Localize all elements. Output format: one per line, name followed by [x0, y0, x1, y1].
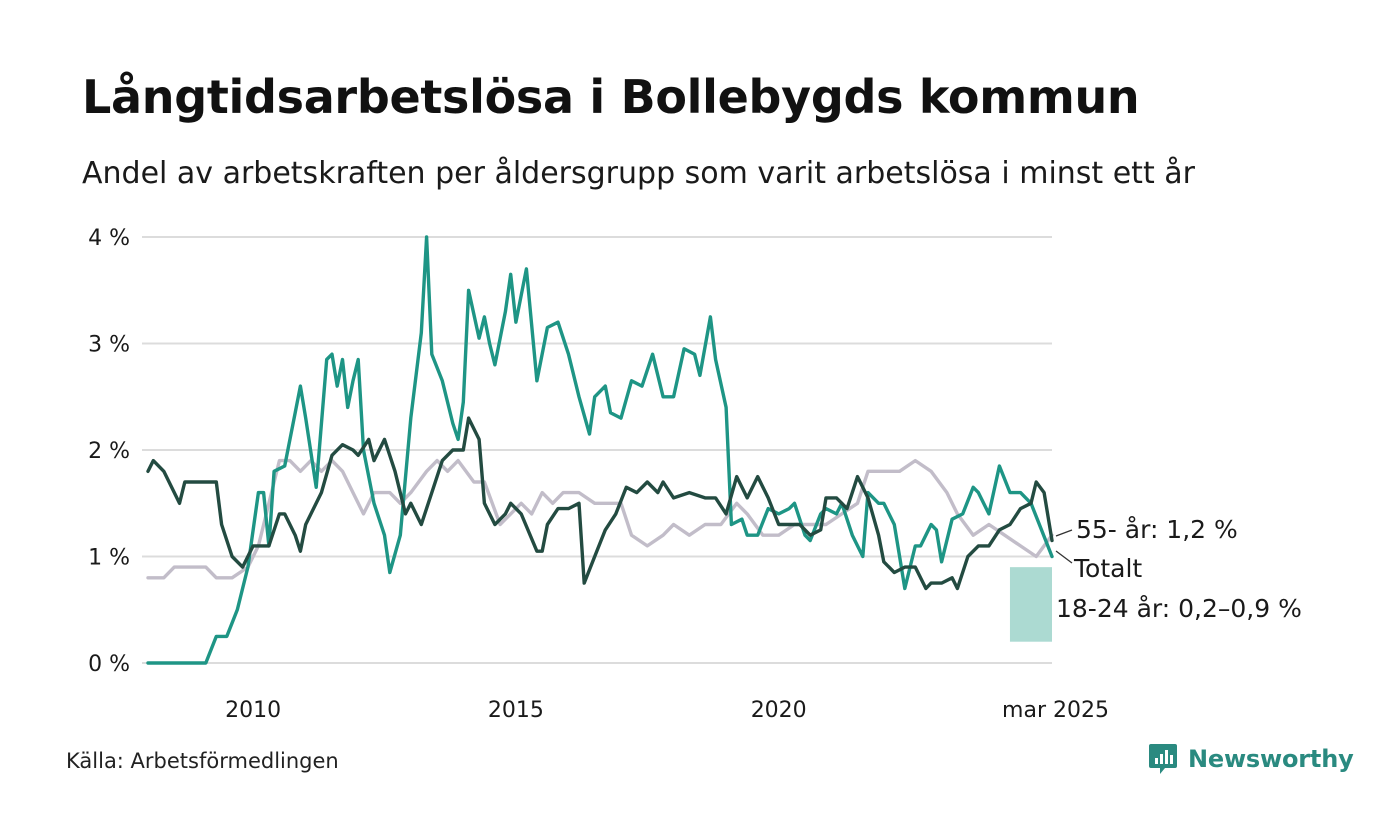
series-line [146, 235, 1054, 665]
y-tick-label: 4 % [88, 226, 130, 251]
brand-name: Newsworthy [1188, 745, 1354, 773]
x-tick-label: 2010 [225, 698, 281, 723]
y-tick-label: 1 % [88, 546, 130, 571]
x-tick-label: 2020 [751, 698, 807, 723]
uncertainty-band [1009, 567, 1052, 642]
source-note: Källa: Arbetsförmedlingen [66, 749, 339, 773]
leader-line [1055, 550, 1073, 564]
y-tick-label: 0 % [88, 652, 130, 677]
series-line [146, 416, 1054, 591]
chart-title: Långtidsarbetslösa i Bollebygds kommun [82, 70, 1140, 124]
x-tick-label: 2015 [488, 698, 544, 723]
series-line [146, 458, 1054, 580]
series-end-label: Totalt [1073, 554, 1142, 583]
y-tick-label: 3 % [88, 333, 130, 358]
newsworthy-logo-icon [1149, 744, 1177, 774]
chart-subtitle: Andel av arbetskraften per åldersgrupp s… [82, 156, 1195, 191]
leader-line [1055, 529, 1073, 537]
y-tick-label: 2 % [88, 439, 130, 464]
series-end-label: 55- år: 1,2 % [1076, 515, 1238, 544]
brand[interactable]: Newsworthy [1148, 742, 1354, 776]
x-tick-label: mar 2025 [1002, 698, 1109, 723]
series-end-label: 18-24 år: 0,2–0,9 % [1056, 594, 1302, 623]
